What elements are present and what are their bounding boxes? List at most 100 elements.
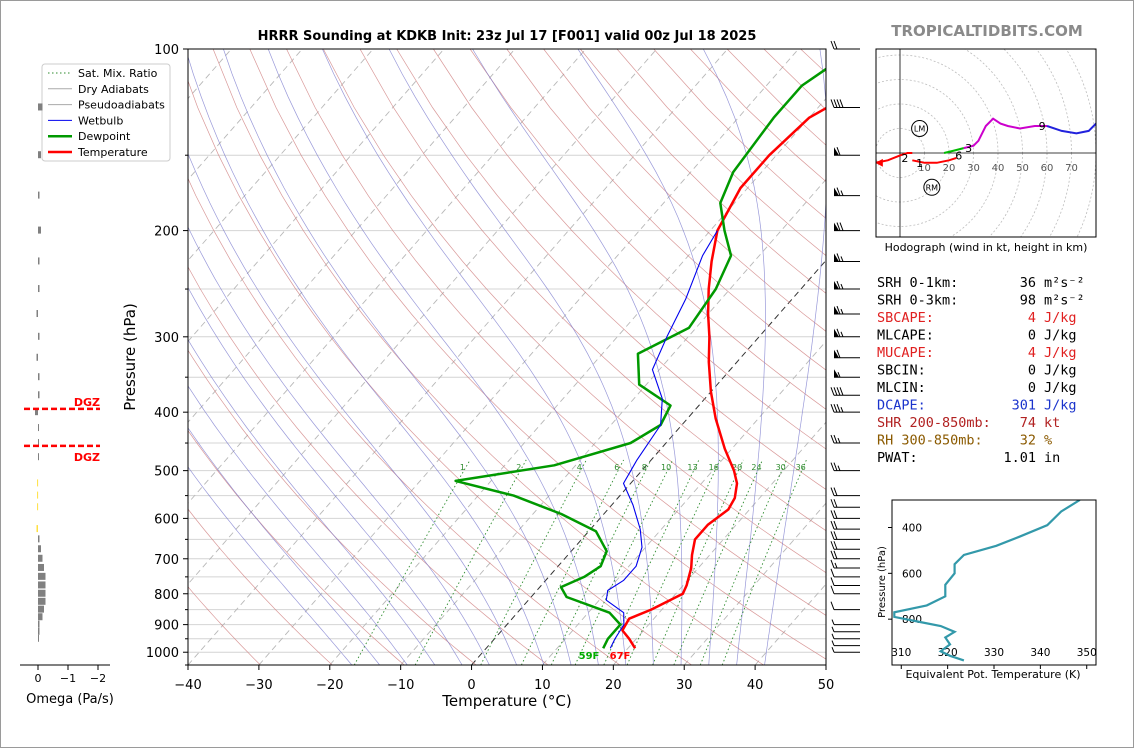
legend-items: Sat. Mix. Ratio Dry Adiabats Pseudoadiabat… [48,67,165,159]
barb-half [837,437,841,444]
omega-bar [38,605,44,613]
y-tick-label: 400 [154,406,179,421]
barb-full [839,387,844,396]
moist-adiabat [188,226,490,665]
barb-flag [834,222,839,231]
omega-x-tick-label: 0 [35,672,42,685]
wind-barb [834,369,860,378]
moist-adiabat [322,49,627,665]
wind-barb [830,510,860,519]
barb-half [840,406,844,413]
wind-barb [834,349,860,359]
y-tick-label: 600 [154,512,179,527]
dry-adiabat [506,49,826,371]
isotherm-line [400,178,826,665]
mix-ratio-line [626,459,721,665]
barb-flag [834,306,839,315]
omega-x-tick-label: −2 [90,672,106,685]
barb-full [836,280,841,290]
x-tick-label: −30 [245,678,272,693]
barb-full [830,559,835,569]
barb-half [831,640,835,646]
moist-adiabat [188,338,436,665]
barb-half [837,465,841,471]
barb-full [830,487,835,496]
barb-full [830,403,835,413]
hodograph-height-label: 9 [1039,120,1046,133]
dry-adiabat [188,266,549,665]
dry-adiabat [286,49,826,616]
wind-barb [831,626,860,633]
wind-barb [834,328,860,338]
skewt-frame [187,48,827,666]
legend-label: Temperature [77,146,148,159]
barb-full [836,99,841,108]
legend-box [41,63,171,162]
omega-bar [38,554,43,562]
theta-e-y-tick-label: 600 [902,568,922,580]
dgz-label: DGZ [74,396,100,409]
index-unit: kt [1044,415,1060,431]
index-value: 98 [1020,293,1036,309]
theta-e-x-tick-label: 330 [984,647,1004,659]
barb-full [836,187,841,196]
storm-motion-circle [923,178,941,196]
x-tick-label: 0 [467,678,475,693]
x-tick-label: 50 [818,678,835,693]
y-tick-label: 200 [154,225,179,240]
omega-bar [38,424,39,432]
y-tick-label: 800 [154,588,179,603]
barb-full [833,462,838,471]
mix-ratio-line [353,459,471,665]
index-label: MLCIN: [877,380,926,396]
profile-dewpoint [454,67,826,649]
barb-full [833,520,838,530]
hodograph-trace [943,147,964,154]
omega-bar [37,503,39,511]
isotherm-line [188,49,445,342]
wind-barb [830,577,860,586]
brand-watermark: TROPICALTIDBITS.COM [891,22,1083,40]
hodograph-ring-label: 20 [943,163,956,174]
theta-e-y-label: Pressure (hPa) [877,546,888,618]
mix-ratio-line [699,459,787,665]
dry-adiabat [188,79,692,665]
wind-barb [830,40,860,50]
legend: Sat. Mix. Ratio Dry Adiabats Pseudoadiabat… [41,63,171,162]
barb-full [830,550,835,559]
x-tick-label: 40 [747,678,764,693]
sounding-indices: SRH 0-1km: 36 m²s⁻² SRH 0-3km: 98 m²s⁻² SBCAPE… [877,275,1085,466]
hodograph-panel: 10 20 30 40 50 60 70 2 1 63 9 LM RM [875,48,1097,238]
skewt-plot: 1 2 4 6 8 10 13 16 20 24 30 36 59F 67F −40 −30 −20 −10 0… [146,43,835,693]
hodograph-title: Hodograph (wind in kt, height in km) [885,241,1088,254]
theta-e-x-tick-label: 310 [891,647,911,659]
wind-barb [830,403,860,413]
index-unit: in [1044,450,1060,466]
moist-adiabat [188,55,545,665]
legend-label: Dewpoint [78,130,131,143]
barb-full [830,520,835,530]
storm-motion-label: LM [914,125,925,134]
hodograph-ring-label: 60 [1041,163,1054,174]
index-value: 0 [1028,328,1036,344]
isotherm-line [188,49,587,504]
barb-half [831,619,835,625]
dry-adiabat [433,49,826,450]
moist-adiabat [223,49,572,665]
dry-adiabat [188,177,621,665]
wind-barb [834,305,860,315]
omega-bar [38,285,40,293]
hodograph-trace [963,117,1047,150]
barb-full [833,403,838,413]
barb-full [830,568,835,578]
barb-flag [834,328,839,337]
barb-half [840,256,844,262]
isotherm-line [188,49,374,262]
omega-bar [37,491,39,499]
index-label: DCAPE: [877,398,926,414]
theta-e-frame [891,499,1097,666]
wind-barb [834,253,860,262]
index-value: 4 [1028,310,1036,326]
